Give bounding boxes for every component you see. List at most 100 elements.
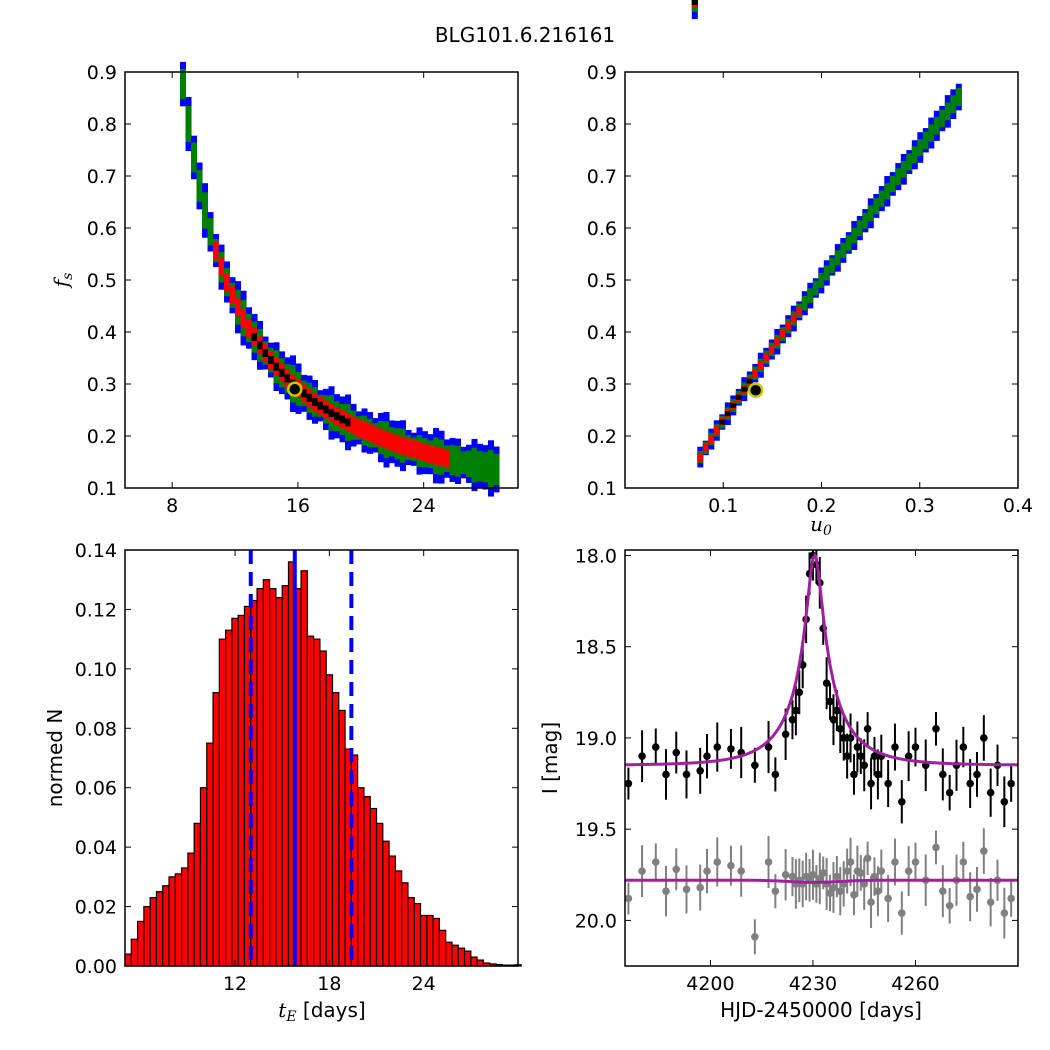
p2-cell-green [950,95,957,114]
data-point [829,715,838,724]
p1-cell-green [449,444,456,476]
histogram-bar [231,617,239,967]
y-tick-label: 0.3 [587,374,617,396]
p1-cell-red [422,443,429,462]
p2-cell-green [917,138,924,157]
p1-cell-green [185,105,192,143]
p3-percentile-lines [248,550,354,966]
histogram-bar [375,822,384,967]
p1-cell-red [372,426,379,445]
p2-cell-green [818,273,825,288]
panel-u0-fs: 0.1 0.2 0.3 0.40.10.20.30.40.50.60.70.80.9 … [587,0,1033,539]
data-point [764,743,773,751]
histogram-bar [218,638,227,967]
residual-point [829,883,838,892]
y-tick-label: 0.08 [75,718,117,740]
p2-cell-green [873,197,880,214]
p1-cell-black [251,333,258,342]
data-point [986,788,995,797]
histogram-bar [262,579,271,967]
p1-cell-black [257,341,264,350]
histogram-bar [338,709,346,967]
y-tick-label: 19.0 [575,728,617,750]
x-tick-label: 16 [286,495,310,517]
p1-cell-red [218,258,225,277]
histogram-bar [193,822,202,967]
y-tick-label: 0.6 [587,218,617,240]
p1-cell-black [345,418,352,427]
p1-cell-red [433,446,440,465]
p1-frame [124,71,519,489]
histogram-bar [162,885,170,967]
data-point [625,779,633,788]
p1-cell-black [323,405,330,414]
p2-cell-red [708,435,715,444]
data-point [874,770,882,779]
residual-point [764,858,773,866]
p2-cell-red [774,337,781,346]
residual-point [651,858,660,866]
x-tick-label: 0.1 [708,495,738,517]
p2-cell-red [697,453,704,462]
residual-point [809,870,817,879]
histogram-bar [463,950,472,967]
x-tick-label: 4260 [891,973,939,995]
residual-point [771,887,780,895]
residual-point [898,909,906,917]
p1-cell-red [240,309,247,328]
x-tick-label: 8 [166,495,178,517]
y-tick-label: 0.7 [87,166,117,188]
p2-cell-green [851,227,858,244]
figure-title: BLG101.6.216161 [435,23,615,47]
p2-cell-red [713,426,720,435]
data-point [939,770,947,779]
p2-cell-green [878,190,885,207]
residual-point [696,883,704,892]
histogram-bar [300,570,308,967]
p3-xlabel: tE [days] [278,998,365,1025]
p2-cell-green [801,295,808,311]
p1-cell-green [477,451,484,482]
p1-cell-green [455,445,462,477]
residual-point [815,874,824,883]
p1-cell-green [180,68,187,100]
data-point [843,752,851,760]
histogram-bar [306,635,315,967]
y-tick-label: 0.4 [87,322,117,344]
residual-point [904,867,913,875]
histogram-bar [363,796,371,967]
residual-point [911,858,920,866]
data-point [638,752,646,760]
p2-cell-green [829,257,836,273]
data-point [727,745,735,753]
residual-point [945,901,954,910]
data-point [1007,779,1015,788]
residual-point [751,933,759,941]
y-tick-label: 0.10 [75,659,117,681]
p2-cell-green [922,131,929,149]
p2-ticks: 0.1 0.2 0.3 0.4 0.1 0.2 0.3 0.4 0.5 0.6 0.7 0.8 0.9 [587,62,1033,517]
residual-point [638,867,646,875]
data-point [898,797,906,806]
p2-cell-black [746,378,753,384]
p2-cell-green [867,205,874,222]
p1-cell-black [284,374,291,383]
p1-cell-red [383,430,390,449]
p1-cell-red [356,418,363,437]
data-point [870,752,879,760]
data-point [696,766,704,775]
residual-point [986,898,995,906]
p3-bars [124,561,522,967]
p1-cell-red [246,318,253,337]
residual-point [863,854,872,863]
p1-cell-green [466,450,473,478]
p2-cell-red [796,306,803,315]
p1-cell-red [229,286,236,305]
histogram-bar [419,914,428,967]
p1-ticks: 8 16 24 0.1 0.2 0.3 0.4 0.5 0.6 0.7 0.8 0.9 [87,62,518,517]
residual-point [788,872,797,881]
y-tick-label: 0.5 [587,270,617,292]
p1-cell-black [306,393,313,402]
data-point [857,752,865,760]
p2-cell-black [730,402,737,408]
